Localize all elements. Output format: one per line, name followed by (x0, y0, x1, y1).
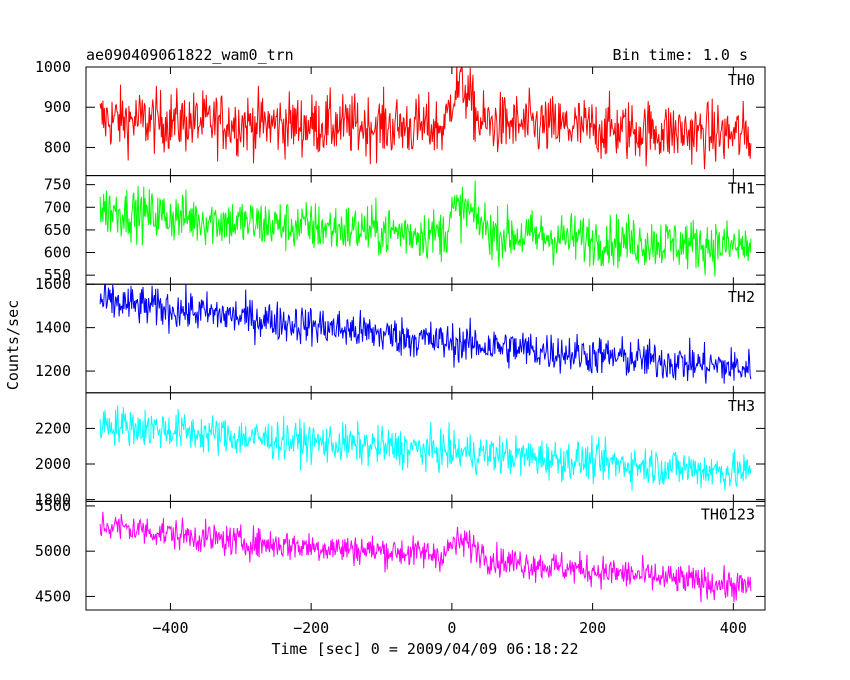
y-tick-label: 1800 (35, 491, 71, 509)
panel-frame-th3 (85, 392, 766, 502)
y-tick-label: 650 (44, 221, 71, 239)
panel-label-th2: TH2 (728, 288, 755, 306)
panel-label-th0: TH0 (728, 71, 755, 89)
series-trace-th1 (99, 180, 752, 277)
y-tick-label: 1400 (35, 319, 71, 337)
panel-frame-th0123 (85, 500, 766, 611)
y-tick-label: 2200 (35, 419, 71, 437)
y-tick-label: 2000 (35, 455, 71, 473)
y-tick-label: 600 (44, 244, 71, 262)
y-tick-label: 750 (44, 176, 71, 194)
x-tick-label: 0 (447, 619, 456, 637)
x-tick-label: 200 (579, 619, 606, 637)
panel-group: 800 900 1000 TH0 550 600 650 700 750 TH1 1200 1400 1… (35, 58, 766, 637)
panel-label-th0123: TH0123 (701, 505, 755, 523)
y-tick-label: 700 (44, 198, 71, 216)
panel-label-th1: TH1 (728, 180, 755, 198)
y-tick-label: 800 (44, 138, 71, 156)
chart-subtitle: Bin time: 1.0 s (613, 46, 748, 64)
y-tick-label: 1600 (35, 275, 71, 293)
x-axis-label: Time [sec] 0 = 2009/04/09 06:18:22 (271, 640, 578, 658)
y-tick-label: 550 (44, 266, 71, 284)
series-trace-th2 (99, 284, 752, 384)
y-tick-label: 4500 (35, 587, 71, 605)
y-axis-label: Counts/sec (4, 300, 22, 390)
panel-frame-th1 (85, 175, 766, 285)
y-tick-label: 900 (44, 98, 71, 116)
panel-label-th3: TH3 (728, 397, 755, 415)
series-trace-th3 (99, 405, 752, 491)
x-tick-label: −200 (293, 619, 329, 637)
x-tick-label: −400 (152, 619, 188, 637)
x-tick-label: 400 (720, 619, 747, 637)
chart-title: ae090409061822_wam0_trn (86, 46, 294, 64)
y-tick-label: 1200 (35, 362, 71, 380)
y-tick-label: 5500 (35, 497, 71, 515)
y-tick-label: 5000 (35, 542, 71, 560)
series-trace-th0123 (99, 511, 752, 603)
y-tick-label: 1000 (35, 58, 71, 76)
series-trace-th0 (99, 67, 752, 170)
